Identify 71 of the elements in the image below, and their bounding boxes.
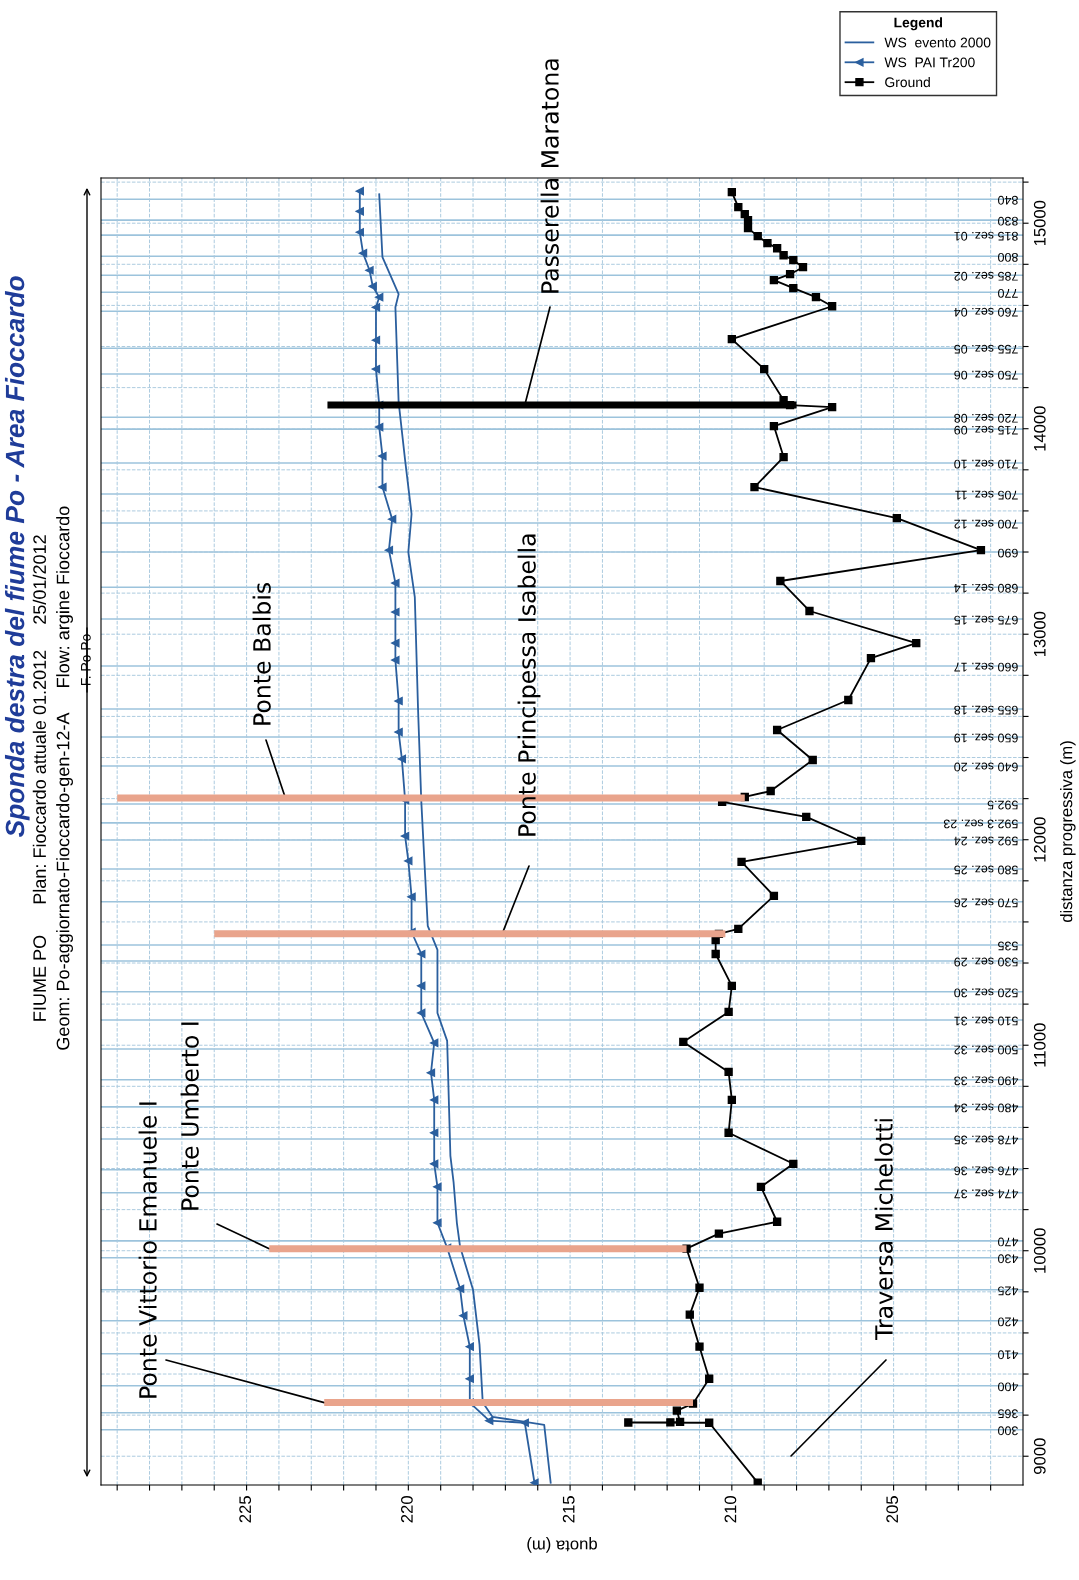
annotation: 470	[998, 1237, 1019, 1247]
annotation: 720 sez. 08	[954, 413, 1018, 423]
y-tick-label: 13000	[1033, 611, 1046, 657]
annotation: 592.5	[987, 800, 1018, 810]
annotation: 750 sez. 06	[954, 370, 1018, 380]
annotation: 520 sez. 30	[954, 988, 1018, 998]
annotation: 815 sez. 01	[954, 231, 1018, 241]
annotation: 365	[998, 1409, 1018, 1419]
annotation: 570 sez. 26	[954, 898, 1018, 908]
text: Sponda destra del fiume Po - Area Fioccardo	[4, 276, 30, 838]
text: FIUME PO Plan: Fioccardo attuale 01.2012 25/01/2012 Geom: Po-aggiornato-Fioccardo-gen-12-A Flow: argine Fioccardo	[32, 506, 73, 1050]
annotation: 690	[998, 548, 1018, 558]
x-tick-label: 210	[724, 1496, 737, 1523]
annotation: 660 sez. 17	[954, 662, 1018, 672]
annotation: 592 sez. 24	[954, 836, 1018, 846]
annotation: 420	[998, 1317, 1019, 1327]
annotation: 478 sez. 35	[954, 1135, 1019, 1145]
annotation: 640 sez. 20	[954, 762, 1018, 772]
annotation: 675 sez. 15	[954, 615, 1018, 625]
annotation: 710 sez. 10	[954, 459, 1018, 469]
annotation: Passerella Maratona	[540, 59, 559, 293]
annotation: 430	[998, 1254, 1019, 1264]
annotation: 785 sez. 02	[954, 271, 1018, 281]
annotation: 700 sez. 12	[954, 519, 1018, 529]
annotation: 715 sez. 09	[954, 425, 1018, 435]
y-tick-label: 14000	[1033, 406, 1046, 451]
annotation: Ponte Principessa Isabella	[517, 534, 541, 836]
annotation: 760 sez. 04	[954, 307, 1018, 317]
x-tick-label: 220	[401, 1496, 413, 1523]
legend-label: WS PAI Tr200	[884, 57, 975, 68]
y-tick-label: 11000	[1033, 1023, 1046, 1067]
annotation: 655 sez. 18	[954, 705, 1018, 715]
text: F. Po Po	[81, 634, 91, 686]
x-tick-label: 225	[239, 1496, 252, 1523]
annotation: 400	[998, 1382, 1019, 1392]
legend-label: WS evento 2000	[884, 37, 991, 48]
annotation: 800	[998, 252, 1018, 262]
annotation: 425	[998, 1286, 1019, 1296]
annotation: 480 sez. 34	[954, 1103, 1019, 1113]
annotation: 510 sez. 31	[954, 1016, 1018, 1026]
legend-title: Legend	[894, 17, 943, 31]
x-axis-title: quota (m)	[527, 1537, 597, 1553]
annotation: 592.3 sez. 23	[943, 819, 1018, 829]
y-tick-label: 10000	[1033, 1228, 1046, 1273]
y-tick-label: 9000	[1033, 1438, 1046, 1474]
annotation: 535	[998, 941, 1018, 951]
annotation: 680 sez. 14	[954, 583, 1018, 593]
annotation: Traversa Michelotti	[874, 1119, 893, 1341]
annotation: 770	[998, 288, 1018, 298]
y-tick-label: 12000	[1033, 817, 1046, 862]
annotation: 530 sez. 29	[954, 957, 1018, 967]
annotation: 840	[998, 195, 1018, 205]
annotation: 755 sez. 05	[954, 344, 1018, 354]
annotation: 474 sez. 37	[954, 1189, 1019, 1199]
x-tick-label: 205	[886, 1496, 899, 1523]
annotation: 500 sez. 32	[954, 1045, 1018, 1055]
annotation: 490 sez. 33	[954, 1076, 1019, 1086]
annotation: 580 sez. 25	[954, 865, 1018, 875]
annotation: Ponte Umberto I	[180, 1022, 199, 1210]
annotation: 476 sez. 36	[954, 1166, 1019, 1176]
annotation: 300	[998, 1426, 1018, 1436]
annotation: 410	[998, 1350, 1019, 1360]
annotation: 830	[998, 216, 1018, 226]
legend-label: Ground	[885, 76, 930, 88]
x-tick-label: 215	[562, 1496, 575, 1523]
annotation: 650 sez. 19	[954, 733, 1018, 743]
y-tick-label: 15000	[1033, 200, 1046, 246]
annotation: 705 sez. 11	[955, 490, 1018, 500]
y-axis-title: distanza progressiva (m)	[1060, 741, 1076, 923]
annotation: Ponte Vittorio Emanuele I	[138, 1102, 157, 1398]
annotation: Ponte Balbis	[252, 583, 271, 725]
